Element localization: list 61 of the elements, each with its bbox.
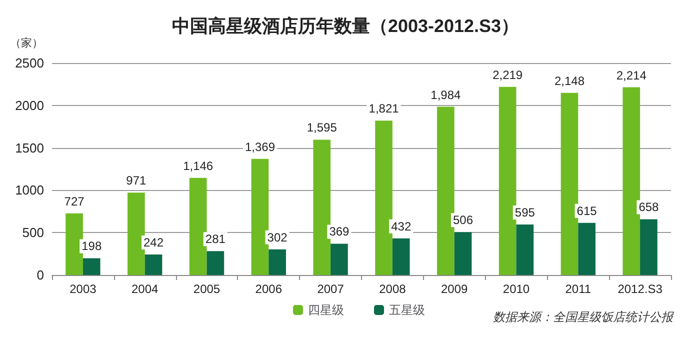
y-tick-label: 1500 <box>15 140 44 156</box>
x-tick-label: 2012.S3 <box>618 282 663 296</box>
data-label: 198 <box>82 239 102 254</box>
x-tick-label: 2007 <box>317 282 344 296</box>
bar <box>82 258 100 275</box>
chart-title: 中国高星级酒店历年数量（2003-2012.S3） <box>172 16 520 36</box>
x-tick-label: 2008 <box>379 282 406 296</box>
data-label: 242 <box>144 235 164 250</box>
bar <box>189 178 207 275</box>
data-label: 615 <box>576 204 598 218</box>
data-label: 727 <box>64 194 85 208</box>
bar <box>578 222 596 275</box>
data-label: 2,219 <box>492 68 523 82</box>
bar <box>516 224 534 275</box>
x-tick-label: 2011 <box>565 282 592 296</box>
data-label: 1,146 <box>183 158 214 173</box>
x-tick-label: 2006 <box>255 282 282 296</box>
x-tick-label: 2009 <box>441 282 468 296</box>
legend-label: 四星级 <box>308 303 344 317</box>
bar <box>330 244 348 275</box>
data-label: 506 <box>453 213 474 228</box>
data-label: 281 <box>205 232 226 246</box>
bar <box>640 219 658 275</box>
x-tick-label: 2005 <box>193 282 220 296</box>
data-label: 1,595 <box>306 120 338 135</box>
y-tick-label: 2500 <box>15 56 44 70</box>
y-tick-label: 0 <box>36 268 44 282</box>
x-tick-label: 2004 <box>132 282 159 296</box>
x-tick-label: 2010 <box>502 282 530 296</box>
data-label: 369 <box>329 224 350 239</box>
bar <box>313 140 331 275</box>
y-tick-label: 500 <box>22 225 44 240</box>
bar <box>392 238 410 275</box>
data-label: 595 <box>514 206 536 220</box>
data-label: 1,821 <box>368 102 400 116</box>
y-axis-title: （家） <box>10 36 43 50</box>
bar <box>206 251 224 275</box>
bar <box>454 232 472 275</box>
bar <box>128 192 145 275</box>
bar <box>437 106 454 275</box>
data-label: 2,214 <box>616 68 647 82</box>
bar <box>375 120 392 275</box>
x-tick-label: 2003 <box>70 282 97 296</box>
bar <box>498 86 516 275</box>
bar <box>251 158 269 275</box>
source-note: 数据来源：全国星级饭店统计公报 <box>493 310 674 324</box>
bar <box>144 254 162 275</box>
bar <box>622 87 640 275</box>
data-label: 1,984 <box>430 88 462 102</box>
data-label: 658 <box>638 200 660 214</box>
legend-label: 五星级 <box>389 303 425 317</box>
bar <box>560 92 578 275</box>
data-label: 432 <box>391 219 412 234</box>
data-label: 302 <box>267 230 288 244</box>
data-label: 2,148 <box>554 74 585 88</box>
y-tick-label: 1000 <box>15 182 44 198</box>
y-tick-label: 2000 <box>15 98 44 113</box>
bar <box>268 249 286 275</box>
data-label: 971 <box>126 174 147 188</box>
data-label: 1,369 <box>244 140 276 154</box>
bar <box>66 213 83 275</box>
